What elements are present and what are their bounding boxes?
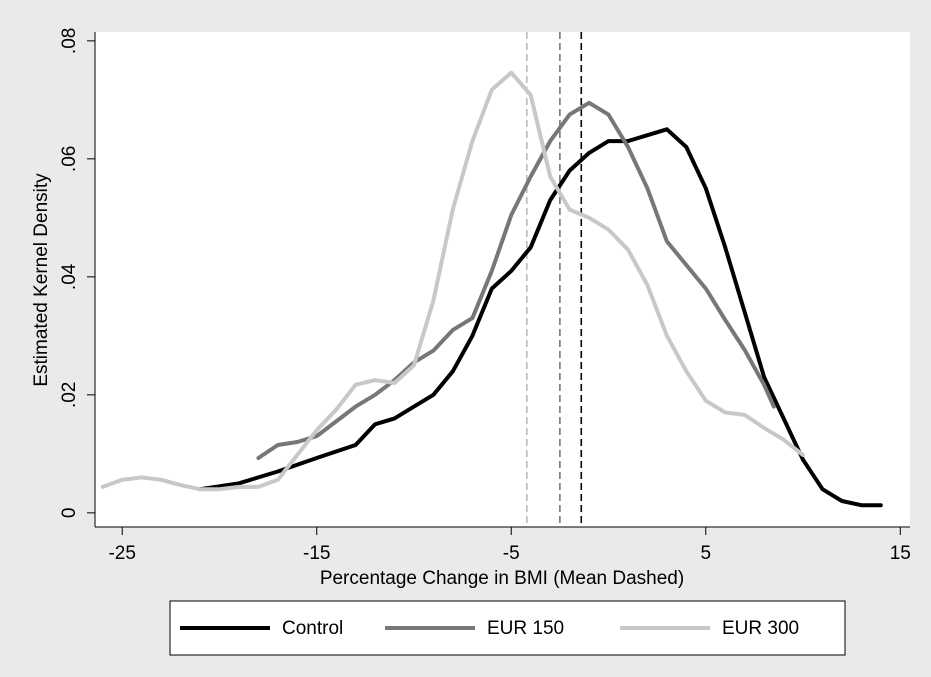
legend-label: EUR 300 [722, 618, 799, 639]
y-axis-label: Estimated Kernel Density [31, 173, 52, 387]
x-axis-label: Percentage Change in BMI (Mean Dashed) [320, 568, 684, 589]
x-tick-label: 15 [890, 543, 911, 564]
y-tick-label: .06 [59, 146, 80, 172]
legend-label: EUR 150 [487, 618, 564, 639]
legend-label: Control [282, 618, 343, 639]
legend [169, 600, 846, 656]
x-tick-label: -25 [108, 543, 135, 564]
density-line [100, 70, 805, 492]
y-tick-label: .08 [59, 28, 80, 54]
density-line [256, 100, 776, 460]
x-tick-label: -15 [303, 543, 330, 564]
y-tick-label: .04 [59, 263, 80, 290]
density-line [198, 127, 883, 508]
y-tick-label: .02 [59, 382, 80, 408]
y-tick-label: 0 [59, 508, 80, 519]
x-tick-label: 5 [700, 543, 711, 564]
x-tick-label: -5 [503, 543, 520, 564]
